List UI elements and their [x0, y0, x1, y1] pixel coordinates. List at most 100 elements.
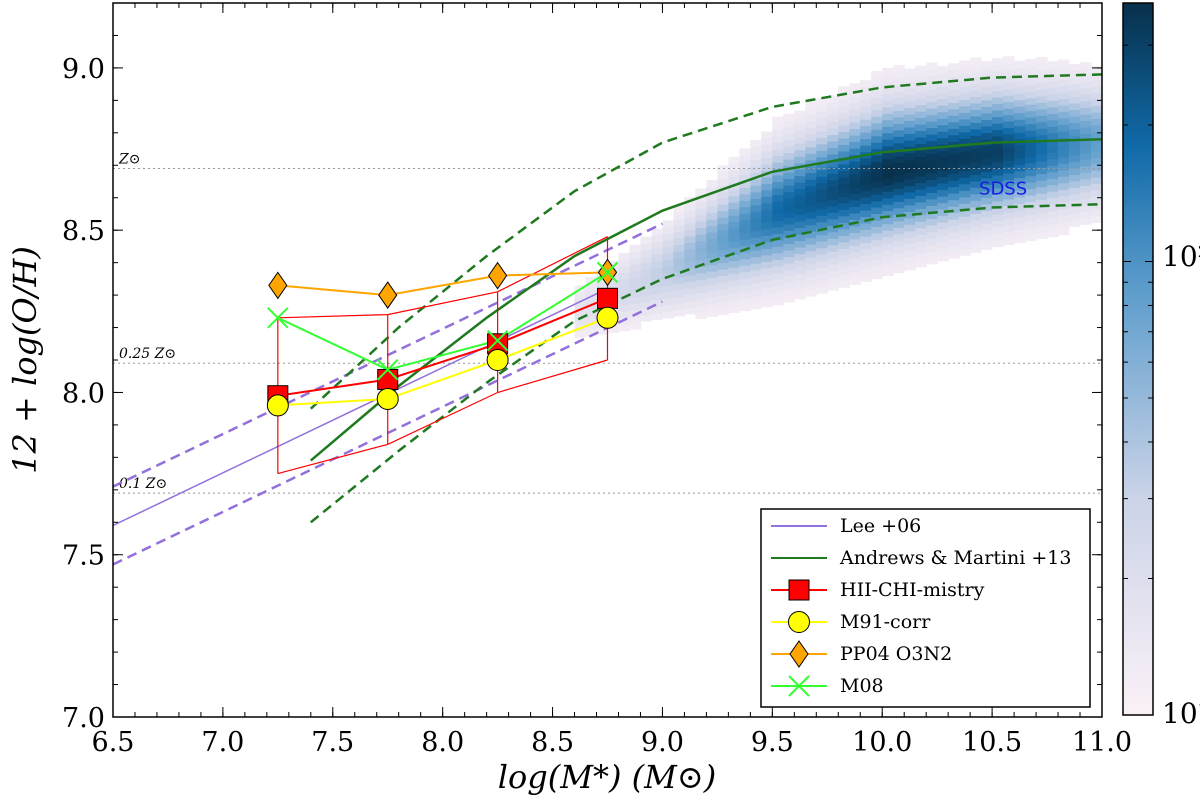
series-line-circle: [277, 316, 608, 407]
sdss-cell: [904, 250, 916, 258]
sdss-cell: [761, 222, 773, 230]
sdss-cell: [684, 249, 696, 256]
sdss-cell: [1036, 115, 1048, 123]
sdss-cell: [849, 277, 861, 285]
sdss-cell: [640, 262, 652, 270]
sdss-cell: [1036, 108, 1048, 116]
sdss-cell: [794, 234, 806, 242]
sdss-cell: [816, 286, 828, 294]
sdss-cell: [805, 289, 817, 297]
legend-label-m08: M08: [840, 675, 884, 697]
sdss-cell: [761, 293, 773, 301]
sdss-cell: [948, 180, 960, 188]
sdss-cell: [959, 242, 971, 250]
sdss-cell: [970, 193, 982, 201]
m08-marker: [596, 261, 619, 284]
sdss-cell: [849, 102, 861, 110]
legend-label-lee: Lee +06: [840, 515, 921, 537]
sdss-cell: [1025, 149, 1037, 157]
sdss-cell: [904, 185, 916, 193]
sdss-cell: [915, 260, 927, 268]
sdss-cell: [948, 167, 960, 175]
sdss-cell: [1036, 154, 1048, 162]
sdss-cell: [739, 291, 751, 299]
sdss-cell: [717, 308, 729, 316]
sdss-cell: [926, 160, 938, 168]
sdss-cell: [849, 122, 861, 130]
sdss-cell: [860, 164, 872, 172]
sdss-cell: [816, 247, 828, 255]
sdss-cell: [739, 206, 751, 214]
sdss-cell: [673, 270, 685, 278]
sdss-cell: [816, 195, 828, 203]
sdss-cell: [1025, 234, 1037, 242]
sdss-cell: [860, 145, 872, 153]
sdss-cell: [937, 209, 949, 217]
sdss-cell: [761, 254, 773, 262]
x-tick-label: 8.5: [531, 727, 574, 758]
sdss-cell: [838, 131, 850, 139]
sdss-cell: [1003, 75, 1015, 83]
sdss-cell: [882, 126, 894, 134]
sdss-cell: [783, 139, 795, 147]
sdss-cell: [1080, 75, 1092, 82]
sdss-cell: [959, 235, 971, 243]
sdss-cell: [629, 296, 641, 304]
sdss-cell: [673, 302, 685, 310]
sdss-cell: [761, 287, 773, 295]
sdss-cell: [827, 134, 839, 142]
sdss-cell: [981, 93, 993, 101]
sdss-cell: [948, 108, 960, 116]
sdss-cell: [1047, 61, 1059, 69]
sdss-cell: [574, 317, 586, 325]
sdss-cell: [1058, 98, 1070, 106]
sdss-cell: [959, 248, 971, 256]
sdss-label: SDSS: [979, 178, 1027, 199]
sdss-cell: [684, 242, 696, 250]
sdss-cell: [684, 236, 696, 243]
sdss-cell: [695, 253, 707, 261]
sdss-cell: [893, 220, 905, 228]
legend-marker-square: [788, 579, 810, 601]
sdss-cell: [1091, 73, 1102, 81]
sdss-cell: [695, 305, 707, 313]
sdss-cell: [860, 171, 872, 179]
sdss-cell: [816, 215, 828, 223]
sdss-cell: [992, 97, 1004, 105]
x-tick-labels: 6.5 7.0 7.5 8.0 8.5 9.0 9.5 10.0 10.5 11.0: [92, 727, 1133, 758]
sdss-cell: [794, 130, 806, 138]
sdss-cell: [937, 248, 949, 255]
sdss-cell: [970, 64, 982, 71]
sdss-cell: [1080, 127, 1092, 134]
sdss-cell: [838, 144, 850, 152]
sdss-cell: [750, 146, 762, 154]
sdss-cell: [673, 276, 685, 284]
sdss-cell: [728, 169, 740, 177]
sdss-cell: [926, 166, 938, 174]
sdss-cell: [904, 172, 916, 180]
sdss-cell: [1047, 230, 1059, 238]
sdss-cell: [992, 103, 1004, 111]
sdss-cell: [1047, 158, 1059, 166]
sdss-cell: [893, 136, 905, 144]
sdss-cell: [640, 288, 652, 296]
sdss-cell: [871, 103, 883, 111]
sdss-cell: [882, 230, 894, 238]
sdss-cell: [772, 175, 784, 182]
sdss-cell: [662, 265, 674, 273]
sdss-cell: [871, 70, 883, 78]
sdss-cell: [816, 208, 828, 216]
sdss-cell: [783, 275, 795, 283]
sdss-cell: [882, 204, 894, 212]
sdss-cell: [871, 135, 883, 143]
sdss-cell: [937, 215, 949, 223]
sdss-cell: [970, 83, 982, 91]
sdss-cell: [772, 123, 784, 131]
sdss-cell: [937, 98, 949, 106]
sdss-cell: [739, 154, 751, 162]
sdss-cell: [838, 157, 850, 165]
sdss-cell: [926, 62, 938, 70]
sdss-cell: [717, 178, 729, 186]
sdss-cell: [585, 290, 597, 298]
sdss-cell: [728, 306, 740, 314]
